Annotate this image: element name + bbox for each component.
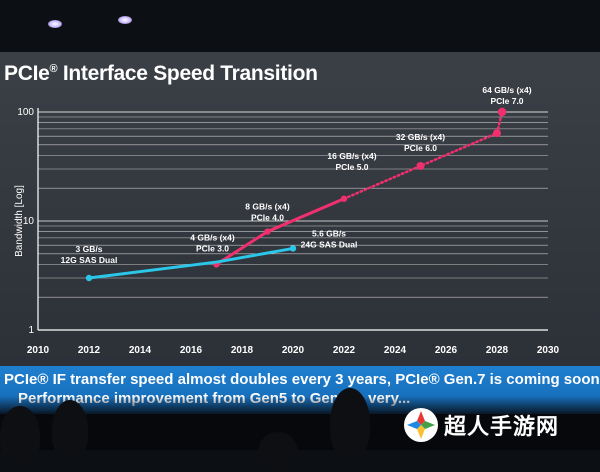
annotation-value: 16 GB/s (x4) [327, 151, 376, 161]
data-point-pcie [497, 107, 507, 117]
data-point-sas [85, 274, 93, 282]
grid-lines [38, 111, 548, 331]
x-tick-label: 2016 [180, 345, 203, 356]
annotation-name: 12G SAS Dual [61, 255, 118, 265]
y-tick-label: 100 [17, 107, 34, 118]
watermark-logo: 超人手游网 [404, 404, 594, 446]
annotation-value: 64 GB/s (x4) [482, 85, 531, 95]
audience-head [52, 400, 88, 460]
data-point-pcie [493, 129, 501, 138]
x-tick-label: 2014 [129, 345, 152, 356]
annotation-value: 32 GB/s (x4) [396, 132, 445, 142]
logo-mark-icon [404, 408, 438, 442]
audience-head [0, 406, 40, 466]
annotation-value: 3 GB/s [76, 244, 103, 254]
logo-text: 超人手游网 [444, 414, 560, 439]
y-tick-label: 10 [23, 216, 35, 227]
series-layer [85, 107, 507, 282]
x-tick-label: 2026 [435, 345, 458, 356]
annotation-name: PCIe 3.0 [196, 243, 229, 253]
annotation-name: PCIe 6.0 [404, 143, 437, 153]
ceiling-light [118, 16, 132, 24]
data-point-sas [289, 245, 297, 252]
x-tick-label: 2022 [333, 345, 356, 356]
slide-title-rest: Interface Speed Transition [57, 62, 318, 85]
x-tick-label: 2024 [384, 345, 407, 356]
slide-title-main: PCIe [4, 62, 50, 85]
data-point-pcie [264, 228, 271, 235]
annotation-value: 8 GB/s (x4) [245, 202, 290, 212]
x-tick-label: 2020 [282, 345, 305, 356]
annotation-value: 5.6 GB/s [312, 228, 346, 238]
y-tick-label: 1 [28, 325, 34, 336]
ceiling-light [48, 20, 62, 28]
audience-head [258, 432, 298, 472]
axes: 1 10 100 2010 2012 2014 2016 2018 2020 2022 2024 20… [14, 107, 560, 356]
x-tick-label: 2018 [231, 345, 254, 356]
annotation-name: 24G SAS Dual [301, 239, 358, 249]
audience-head [330, 388, 370, 458]
x-tick-label: 2012 [78, 345, 101, 356]
data-point-pcie [416, 161, 425, 170]
bandwidth-chart: 1 10 100 2010 2012 2014 2016 2018 2020 2022 2024 20… [14, 85, 560, 356]
annotation-name: PCIe 5.0 [335, 162, 368, 172]
presentation-photo: PCIe® Interface Speed Transition 1 10 100 2… [0, 16, 600, 450]
annotation-name: PCIe 4.0 [251, 213, 284, 223]
annotation-name: PCIe 7.0 [490, 96, 523, 106]
registered-mark: ® [49, 63, 58, 75]
slide-title: PCIe® Interface Speed Transition [4, 62, 318, 86]
series-projection-pcie [342, 110, 504, 201]
banner-line-1: PCIe® IF transfer speed almost doubles e… [4, 371, 600, 388]
y-axis-label: Bandwidth [Log] [14, 185, 25, 257]
projection-screen [0, 52, 600, 370]
x-tick-label: 2010 [27, 345, 50, 356]
x-tick-label: 2028 [486, 345, 509, 356]
x-tick-label: 2030 [537, 345, 560, 356]
annotation-value: 4 GB/s (x4) [190, 232, 235, 242]
series-line-sas [87, 246, 295, 280]
